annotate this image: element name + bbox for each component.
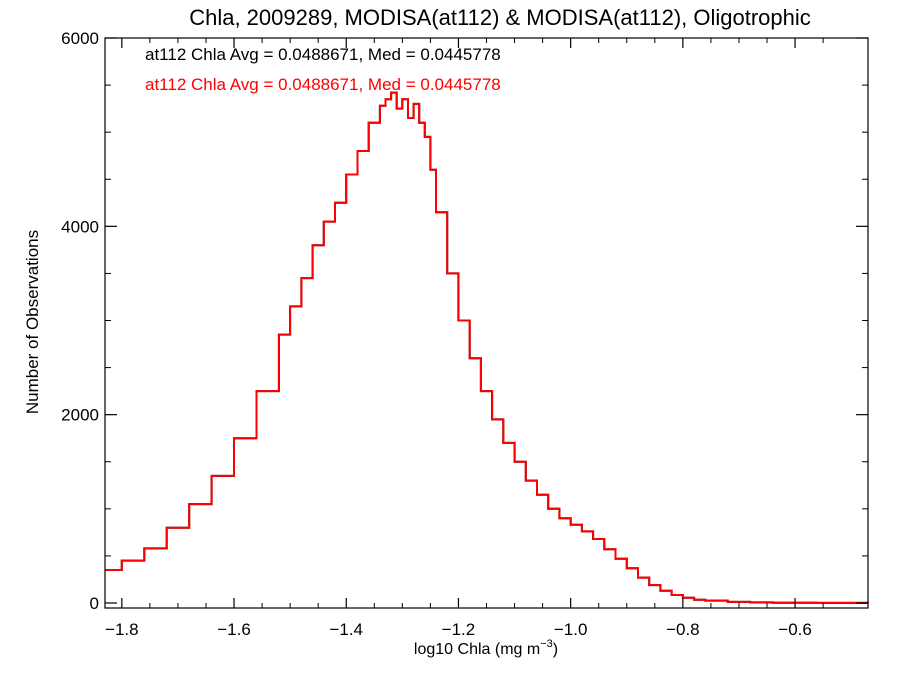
x-axis-label-close: ) xyxy=(553,641,558,658)
y-axis-label: Number of Observations xyxy=(23,230,42,414)
x-axis-label: log10 Chla (mg m−3) xyxy=(414,638,558,658)
x-tick-label: −1.6 xyxy=(217,620,251,639)
x-axis-label-main: log10 Chla (mg m xyxy=(414,641,540,658)
x-axis-label-exp: −3 xyxy=(540,638,553,650)
x-tick-label: −1.4 xyxy=(329,620,363,639)
y-tick-label: 4000 xyxy=(61,217,99,236)
series-group xyxy=(105,91,869,604)
y-axis: 0 2000 4000 6000 xyxy=(61,29,868,613)
annotation-black: at112 Chla Avg = 0.0488671, Med = 0.0445… xyxy=(145,45,501,64)
x-tick-label: −0.8 xyxy=(666,620,700,639)
y-tick-label: 6000 xyxy=(61,29,99,48)
x-tick-label: −1.8 xyxy=(105,620,139,639)
y-tick-label: 0 xyxy=(90,594,99,613)
x-tick-label: −1.0 xyxy=(554,620,588,639)
annotation-red: at112 Chla Avg = 0.0488671, Med = 0.0445… xyxy=(145,75,501,94)
y-tick-label: 2000 xyxy=(61,406,99,425)
chart-title: Chla, 2009289, MODISA(at112) & MODISA(at… xyxy=(189,5,811,30)
x-tick-label: −0.6 xyxy=(778,620,812,639)
series-line-1 xyxy=(105,91,869,604)
x-tick-label: −1.2 xyxy=(442,620,476,639)
x-axis: −1.8 −1.6 −1.4 −1.2 −1.0 −0.8 −0.6 xyxy=(105,38,824,639)
